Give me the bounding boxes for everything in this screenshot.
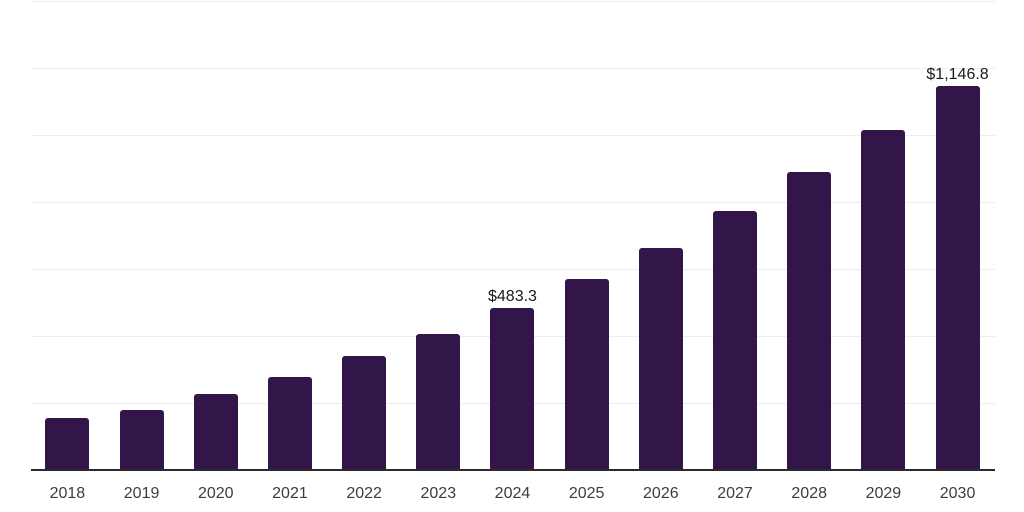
x-tick-label-2029: 2029 [865, 485, 902, 502]
bar-2028 [787, 171, 831, 470]
bar-2027 [713, 211, 757, 470]
bar-2024 [490, 308, 534, 470]
bar-2029 [861, 129, 905, 470]
value-label-2024: $483.3 [488, 288, 537, 306]
x-tick-label-2026: 2026 [643, 485, 679, 502]
x-tick-label-2021: 2021 [272, 485, 308, 502]
x-tick-label-2024: 2024 [494, 485, 531, 502]
x-tick-label-2019: 2019 [123, 485, 160, 502]
x-tick-label-2023: 2023 [420, 485, 457, 502]
bar-2030 [936, 85, 980, 470]
x-tick-label-2020: 2020 [197, 485, 234, 502]
bar-2023 [416, 334, 460, 470]
bar-2019 [120, 409, 164, 470]
x-tick-label-2018: 2018 [49, 485, 86, 502]
x-tick-label-2022: 2022 [346, 485, 382, 502]
x-tick-label-2027: 2027 [717, 485, 753, 502]
x-tick-label-2025: 2025 [568, 485, 605, 502]
bar-2025 [565, 279, 609, 470]
x-axis-line [31, 468, 995, 471]
bar-2026 [639, 248, 683, 470]
gridline-600 [31, 269, 995, 270]
bar-2022 [342, 356, 386, 470]
gridline-800 [31, 202, 995, 203]
bar-2018 [45, 418, 89, 470]
bar-2021 [268, 376, 312, 470]
value-label-2030: $1,146.8 [926, 65, 989, 83]
x-tick-label-2028: 2028 [791, 485, 827, 502]
x-tick-label-2030: 2030 [939, 485, 976, 502]
gridline-1000 [31, 135, 995, 136]
bar-2020 [194, 393, 238, 470]
gridline-1200 [31, 68, 995, 69]
gridline-1400 [31, 1, 995, 2]
